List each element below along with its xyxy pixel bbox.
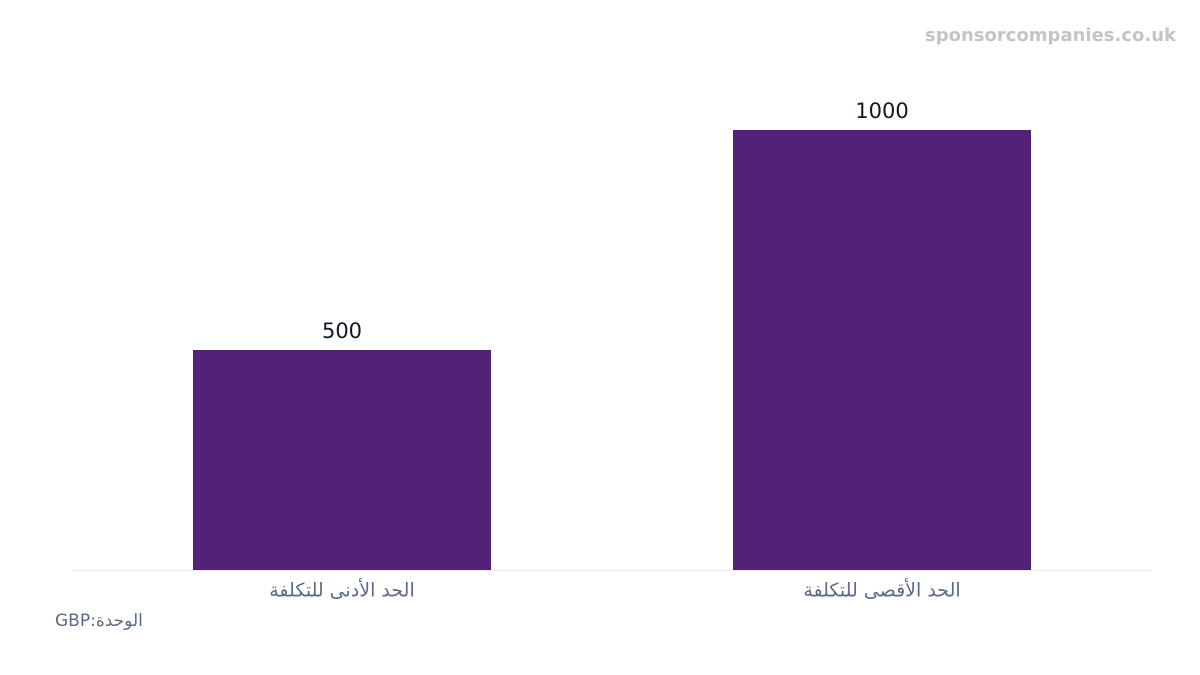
data-label: 500 [322,319,362,343]
watermark: sponsorcompanies.co.uk [925,25,1177,46]
bar [732,130,1032,570]
data-label: 1000 [855,99,908,123]
x-tick-label: الحد الأدنى للتكلفة [269,579,414,602]
bar [192,350,492,570]
x-tick-label: الحد الأقصى للتكلفة [803,579,960,602]
unit-label: GBP:الوحدة [55,611,143,631]
